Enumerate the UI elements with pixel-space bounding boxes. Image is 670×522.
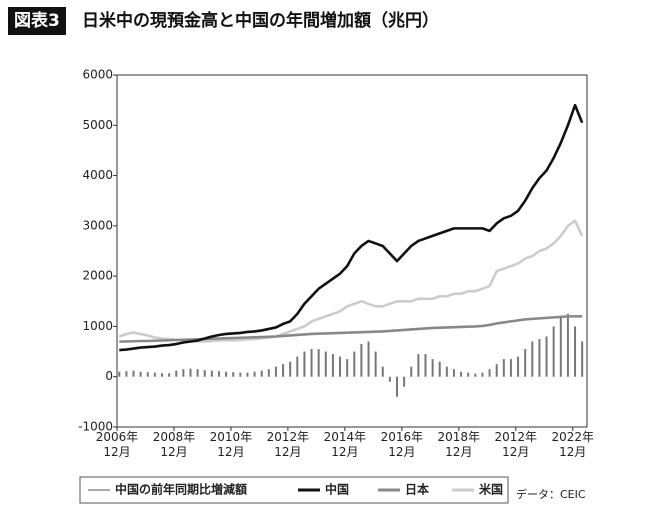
bar — [303, 351, 306, 377]
bar — [331, 354, 334, 377]
y-tick-label: 4000 — [82, 168, 113, 182]
x-tick-label: 2018年 12月 — [437, 430, 481, 459]
bar — [502, 359, 505, 377]
bar — [460, 371, 463, 377]
bar — [467, 372, 470, 377]
plot-frame — [116, 74, 588, 428]
y-tick-label: 6000 — [82, 68, 113, 82]
x-tick-label: 2012年 12月 — [266, 430, 310, 459]
bar — [538, 339, 541, 377]
bar — [210, 370, 213, 377]
legend-label: 米国 — [479, 482, 503, 497]
bar — [417, 354, 420, 377]
bar — [367, 341, 370, 377]
bar — [445, 366, 448, 377]
bar — [267, 369, 270, 377]
y-tick-label: 2000 — [82, 269, 113, 283]
bar — [559, 316, 562, 377]
x-tick-label: 2006年 12月 — [95, 430, 139, 459]
bar — [353, 351, 356, 377]
y-tick-label: 5000 — [82, 118, 113, 132]
bar — [189, 368, 192, 377]
bar — [388, 376, 391, 382]
bar — [253, 371, 256, 377]
bar — [217, 371, 220, 377]
legend-frame — [79, 476, 509, 504]
y-tick-label: 1000 — [82, 319, 113, 333]
bar — [260, 370, 263, 377]
bar — [274, 366, 277, 377]
line — [119, 103, 584, 352]
bar — [339, 356, 342, 377]
bar — [196, 369, 199, 377]
bar — [168, 373, 171, 377]
legend-label: 中国 — [325, 482, 349, 497]
bar — [374, 351, 377, 377]
legend-label: 日本 — [405, 482, 429, 497]
bar — [346, 359, 349, 377]
bar — [317, 349, 320, 377]
bar — [175, 370, 178, 377]
bar — [396, 376, 399, 397]
bar — [531, 341, 534, 377]
bar — [296, 356, 299, 377]
bar — [289, 361, 292, 377]
bar — [161, 373, 164, 377]
bar — [132, 370, 135, 377]
bar — [239, 372, 242, 377]
bar — [488, 369, 491, 377]
figure-badge: 図表3 — [8, 7, 66, 35]
bar — [360, 344, 363, 377]
bar — [225, 371, 228, 377]
bar — [566, 313, 569, 377]
bar — [545, 336, 548, 377]
bar — [452, 369, 455, 377]
y-tick-label: -1000 — [78, 420, 113, 434]
bar — [381, 366, 384, 377]
bar — [552, 326, 555, 377]
bar — [203, 370, 206, 377]
bar — [517, 356, 520, 377]
bar — [246, 372, 249, 377]
bar — [182, 369, 185, 377]
line — [119, 315, 583, 343]
bar — [310, 349, 313, 377]
chart-title: 日米中の現預金高と中国の年間増加額（兆円） — [82, 11, 439, 31]
x-tick-label: 2012年 12月 — [494, 430, 538, 459]
bar — [495, 364, 498, 377]
bar — [524, 349, 527, 377]
bar — [146, 372, 149, 377]
bar — [139, 371, 142, 377]
bar — [424, 354, 427, 377]
bar — [438, 361, 441, 377]
legend-label: 中国の前年同期比増減額 — [115, 482, 247, 497]
bar — [474, 373, 477, 377]
bar — [403, 376, 406, 387]
bar — [118, 371, 121, 377]
bar — [431, 359, 434, 377]
bar — [125, 371, 128, 377]
bar — [232, 372, 235, 377]
bar — [410, 366, 413, 377]
x-tick-label: 2022年 12月 — [551, 430, 595, 459]
x-tick-label: 2014年 12月 — [323, 430, 367, 459]
y-tick-label: 3000 — [82, 218, 113, 232]
y-tick-label: 0 — [105, 369, 113, 383]
x-tick-label: 2010年 12月 — [209, 430, 253, 459]
bar — [282, 364, 285, 377]
bar — [481, 372, 484, 377]
bar — [324, 351, 327, 377]
line — [118, 219, 584, 343]
bar — [574, 326, 577, 377]
source-note: データ：CEIC — [516, 488, 586, 501]
bar — [153, 372, 156, 377]
bar — [581, 341, 584, 377]
bar — [509, 359, 512, 377]
x-tick-label: 2016年 12月 — [380, 430, 424, 459]
x-tick-label: 2008年 12月 — [152, 430, 196, 459]
